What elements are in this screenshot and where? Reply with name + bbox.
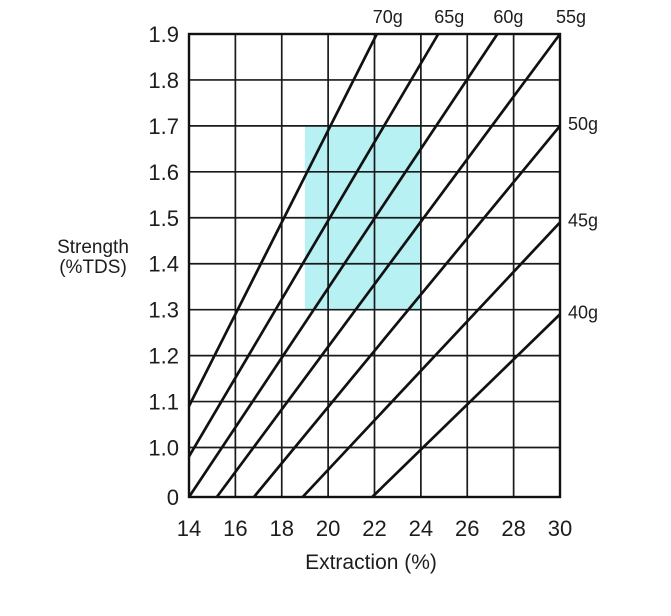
tick-label-x-24: 24: [409, 516, 433, 541]
tick-label-y-1.7: 1.7: [148, 114, 179, 139]
tick-label-y-1.2: 1.2: [148, 344, 179, 369]
tick-label-x-28: 28: [501, 516, 525, 541]
tick-label-y-1.0: 1.0: [148, 436, 179, 461]
y-axis-title-line1: Strength: [57, 237, 129, 258]
tick-label-x-26: 26: [455, 516, 479, 541]
tick-label-y-1.3: 1.3: [148, 298, 179, 323]
plot-border: [187, 32, 562, 499]
tick-label-y-1.9: 1.9: [148, 22, 179, 47]
x-axis-title: Extraction (%): [305, 551, 437, 574]
tick-label-x-30: 30: [548, 516, 572, 541]
dose-label-70g: 70g: [373, 7, 403, 27]
tick-label-y-1.8: 1.8: [148, 68, 179, 93]
dose-label-55g: 55g: [556, 7, 586, 27]
tick-label-y-1.1: 1.1: [148, 390, 179, 415]
y-axis-title-line2: (%TDS): [59, 257, 127, 278]
tick-label-x-14: 14: [177, 516, 201, 541]
tick-label-x-16: 16: [223, 516, 247, 541]
dose-label-60g: 60g: [493, 7, 523, 27]
tick-label-y-1.5: 1.5: [148, 206, 179, 231]
tick-label-y-0: 0: [167, 485, 179, 510]
dose-line-65g: [187, 33, 440, 458]
dose-line-55g: [215, 33, 562, 498]
dose-label-50g: 50g: [568, 114, 598, 134]
dose-label-45g: 45g: [568, 210, 598, 230]
tick-label-y-1.4: 1.4: [148, 252, 179, 277]
tick-label-x-22: 22: [362, 516, 386, 541]
dose-line-70g: [187, 33, 379, 407]
dose-line-50g: [252, 125, 562, 498]
tick-label-x-20: 20: [316, 516, 340, 541]
dose-line-45g: [301, 221, 561, 498]
dose-label-65g: 65g: [434, 7, 464, 27]
dose-label-40g: 40g: [568, 302, 598, 322]
tick-label-y-1.6: 1.6: [148, 160, 179, 185]
tick-label-x-18: 18: [270, 516, 294, 541]
dose-line-60g: [187, 33, 499, 498]
y-axis-title: Strength (%TDS): [36, 238, 150, 278]
dose-line-40g: [371, 313, 561, 498]
